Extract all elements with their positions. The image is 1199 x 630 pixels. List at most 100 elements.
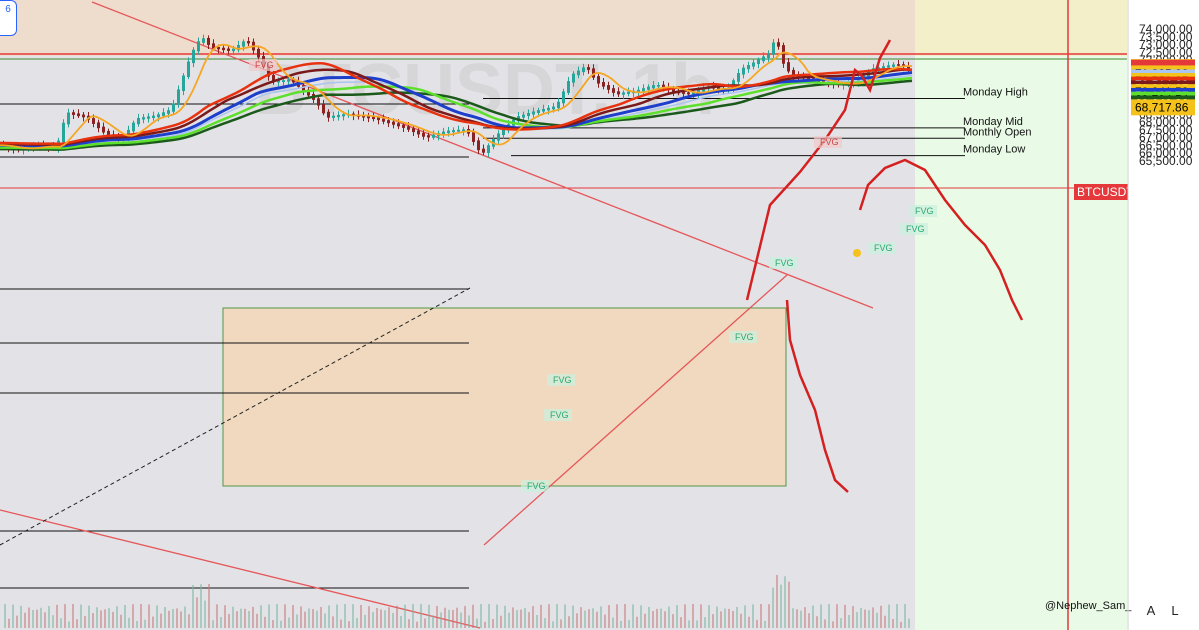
volume-bar xyxy=(464,605,466,628)
candle-body xyxy=(407,126,410,130)
candle-body xyxy=(557,101,560,109)
candle-body xyxy=(547,107,550,111)
volume-bar xyxy=(332,616,334,628)
volume-bar xyxy=(644,613,646,628)
volume-bar xyxy=(304,611,306,628)
fvg-label: FVG xyxy=(874,243,893,253)
volume-bar xyxy=(860,607,862,628)
volume-bar xyxy=(692,604,694,628)
candle-body xyxy=(172,103,175,112)
candle-body xyxy=(242,41,245,47)
volume-bar xyxy=(544,618,546,628)
candle-body xyxy=(192,49,195,64)
candle-body xyxy=(562,91,565,104)
ma-green xyxy=(0,76,913,150)
auto-scale-button[interactable]: A xyxy=(1146,603,1156,618)
fvg-label: FVG xyxy=(255,60,274,70)
candle-body xyxy=(497,133,500,141)
candle-body xyxy=(212,43,215,49)
volume-bar xyxy=(676,605,678,628)
volume-bar xyxy=(12,604,14,628)
volume-bar xyxy=(412,604,414,628)
volume-bar xyxy=(60,618,62,628)
volume-bar xyxy=(708,605,710,628)
volume-bar xyxy=(356,617,358,628)
symbol-tag-bg xyxy=(1074,184,1128,200)
candle-body xyxy=(107,130,110,136)
candle-body xyxy=(452,130,455,133)
price-tick-label: 66,500.00 xyxy=(1139,138,1193,152)
volume-bar xyxy=(780,584,782,628)
volume-bar xyxy=(360,604,362,628)
volume-bar xyxy=(388,607,390,628)
volume-bar xyxy=(504,605,506,628)
volume-bar xyxy=(196,597,198,628)
volume-bar xyxy=(188,614,190,628)
candle-body xyxy=(397,123,400,127)
volume-bar xyxy=(328,605,330,628)
log-scale-button[interactable]: L xyxy=(1171,603,1179,618)
volume-bar xyxy=(156,605,158,628)
volume-bar xyxy=(584,610,586,628)
candle-body xyxy=(332,115,335,118)
candle-body xyxy=(607,85,610,90)
volume-bar xyxy=(680,617,682,628)
candle-body xyxy=(187,61,190,78)
volume-bar xyxy=(668,606,670,628)
volume-bar xyxy=(712,614,714,628)
volume-bar xyxy=(672,614,674,628)
volume-bar xyxy=(592,608,594,628)
volume-bar xyxy=(520,609,522,628)
volume-bar xyxy=(752,604,754,628)
future-zone xyxy=(915,0,1127,630)
volume-bar xyxy=(740,613,742,628)
candle-body xyxy=(487,145,490,153)
volume-bar xyxy=(512,607,514,628)
volume-bar xyxy=(52,615,54,628)
volume-bar xyxy=(480,604,482,628)
volume-bar xyxy=(748,616,750,628)
candle-body xyxy=(762,56,765,62)
volume-bar xyxy=(224,605,226,628)
price-tick-label: 73,500.00 xyxy=(1139,30,1193,44)
volume-bar xyxy=(452,609,454,628)
volume-bar xyxy=(556,604,558,628)
volume-bar xyxy=(804,607,806,628)
ma-red xyxy=(0,61,913,146)
volume-bar xyxy=(488,604,490,628)
volume-bar xyxy=(404,604,406,628)
volume-bar xyxy=(376,608,378,628)
volume-bar xyxy=(864,609,866,628)
price-tick-label: 65,500.00 xyxy=(1139,154,1193,168)
candle-body xyxy=(692,92,695,95)
candle-body xyxy=(142,117,145,120)
candle-body xyxy=(327,111,330,118)
candle-body xyxy=(642,88,645,92)
volume-bar xyxy=(128,617,130,628)
volume-bar xyxy=(276,604,278,628)
candle-body xyxy=(617,91,620,95)
volume-bar xyxy=(212,620,214,628)
volume-bar xyxy=(868,610,870,628)
volume-bar xyxy=(852,606,854,628)
volume-bar xyxy=(784,576,786,628)
candle-body xyxy=(202,38,205,43)
volume-bar xyxy=(856,612,858,628)
fvg-label: FVG xyxy=(915,206,934,216)
fvg-zone xyxy=(729,331,757,343)
chart-badge[interactable]: 6 xyxy=(0,0,17,36)
volume-bar xyxy=(516,610,518,628)
volume-bar xyxy=(608,605,610,628)
volume-bar xyxy=(236,611,238,628)
volume-bar xyxy=(120,614,122,628)
price-tick-label: 67,000.00 xyxy=(1139,131,1193,145)
candle-body xyxy=(522,114,525,118)
volume-bar xyxy=(536,614,538,628)
volume-bar xyxy=(648,606,650,628)
volume-bar xyxy=(440,612,442,628)
candle-body xyxy=(672,88,675,93)
volume-bar xyxy=(628,619,630,628)
fvg-label: FVG xyxy=(820,137,839,147)
volume-bar xyxy=(460,612,462,628)
